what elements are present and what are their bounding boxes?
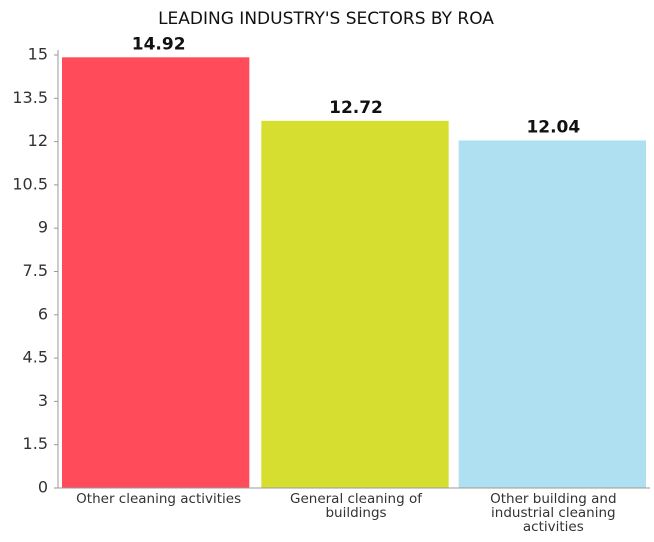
y-tick-label: 1.5 bbox=[23, 434, 48, 453]
x-tick-label: General cleaning of buildings bbox=[290, 491, 422, 521]
x-tick-label: Other building and industrial cleaning a… bbox=[490, 491, 617, 535]
x-tick-label: Other cleaning activities bbox=[76, 491, 242, 507]
value-label: 12.04 bbox=[526, 117, 580, 137]
y-tick-label: 3 bbox=[38, 391, 48, 410]
bar bbox=[62, 57, 250, 489]
y-tick-label: 15 bbox=[28, 45, 48, 64]
y-tick-label: 10.5 bbox=[12, 174, 48, 193]
y-tick-label: 12 bbox=[28, 131, 48, 150]
bar bbox=[261, 120, 449, 488]
value-label: 14.92 bbox=[132, 34, 186, 54]
y-tick-label: 9 bbox=[38, 218, 48, 237]
y-tick-label: 7.5 bbox=[23, 261, 48, 280]
bar bbox=[458, 140, 646, 489]
y-tick-label: 0 bbox=[38, 478, 48, 497]
y-tick-label: 6 bbox=[38, 304, 48, 323]
y-tick-label: 4.5 bbox=[23, 348, 48, 367]
y-tick-label: 13.5 bbox=[12, 88, 48, 107]
value-label: 12.72 bbox=[329, 98, 383, 118]
chart-title: LEADING INDUSTRY'S SECTORS BY ROA bbox=[158, 9, 494, 29]
